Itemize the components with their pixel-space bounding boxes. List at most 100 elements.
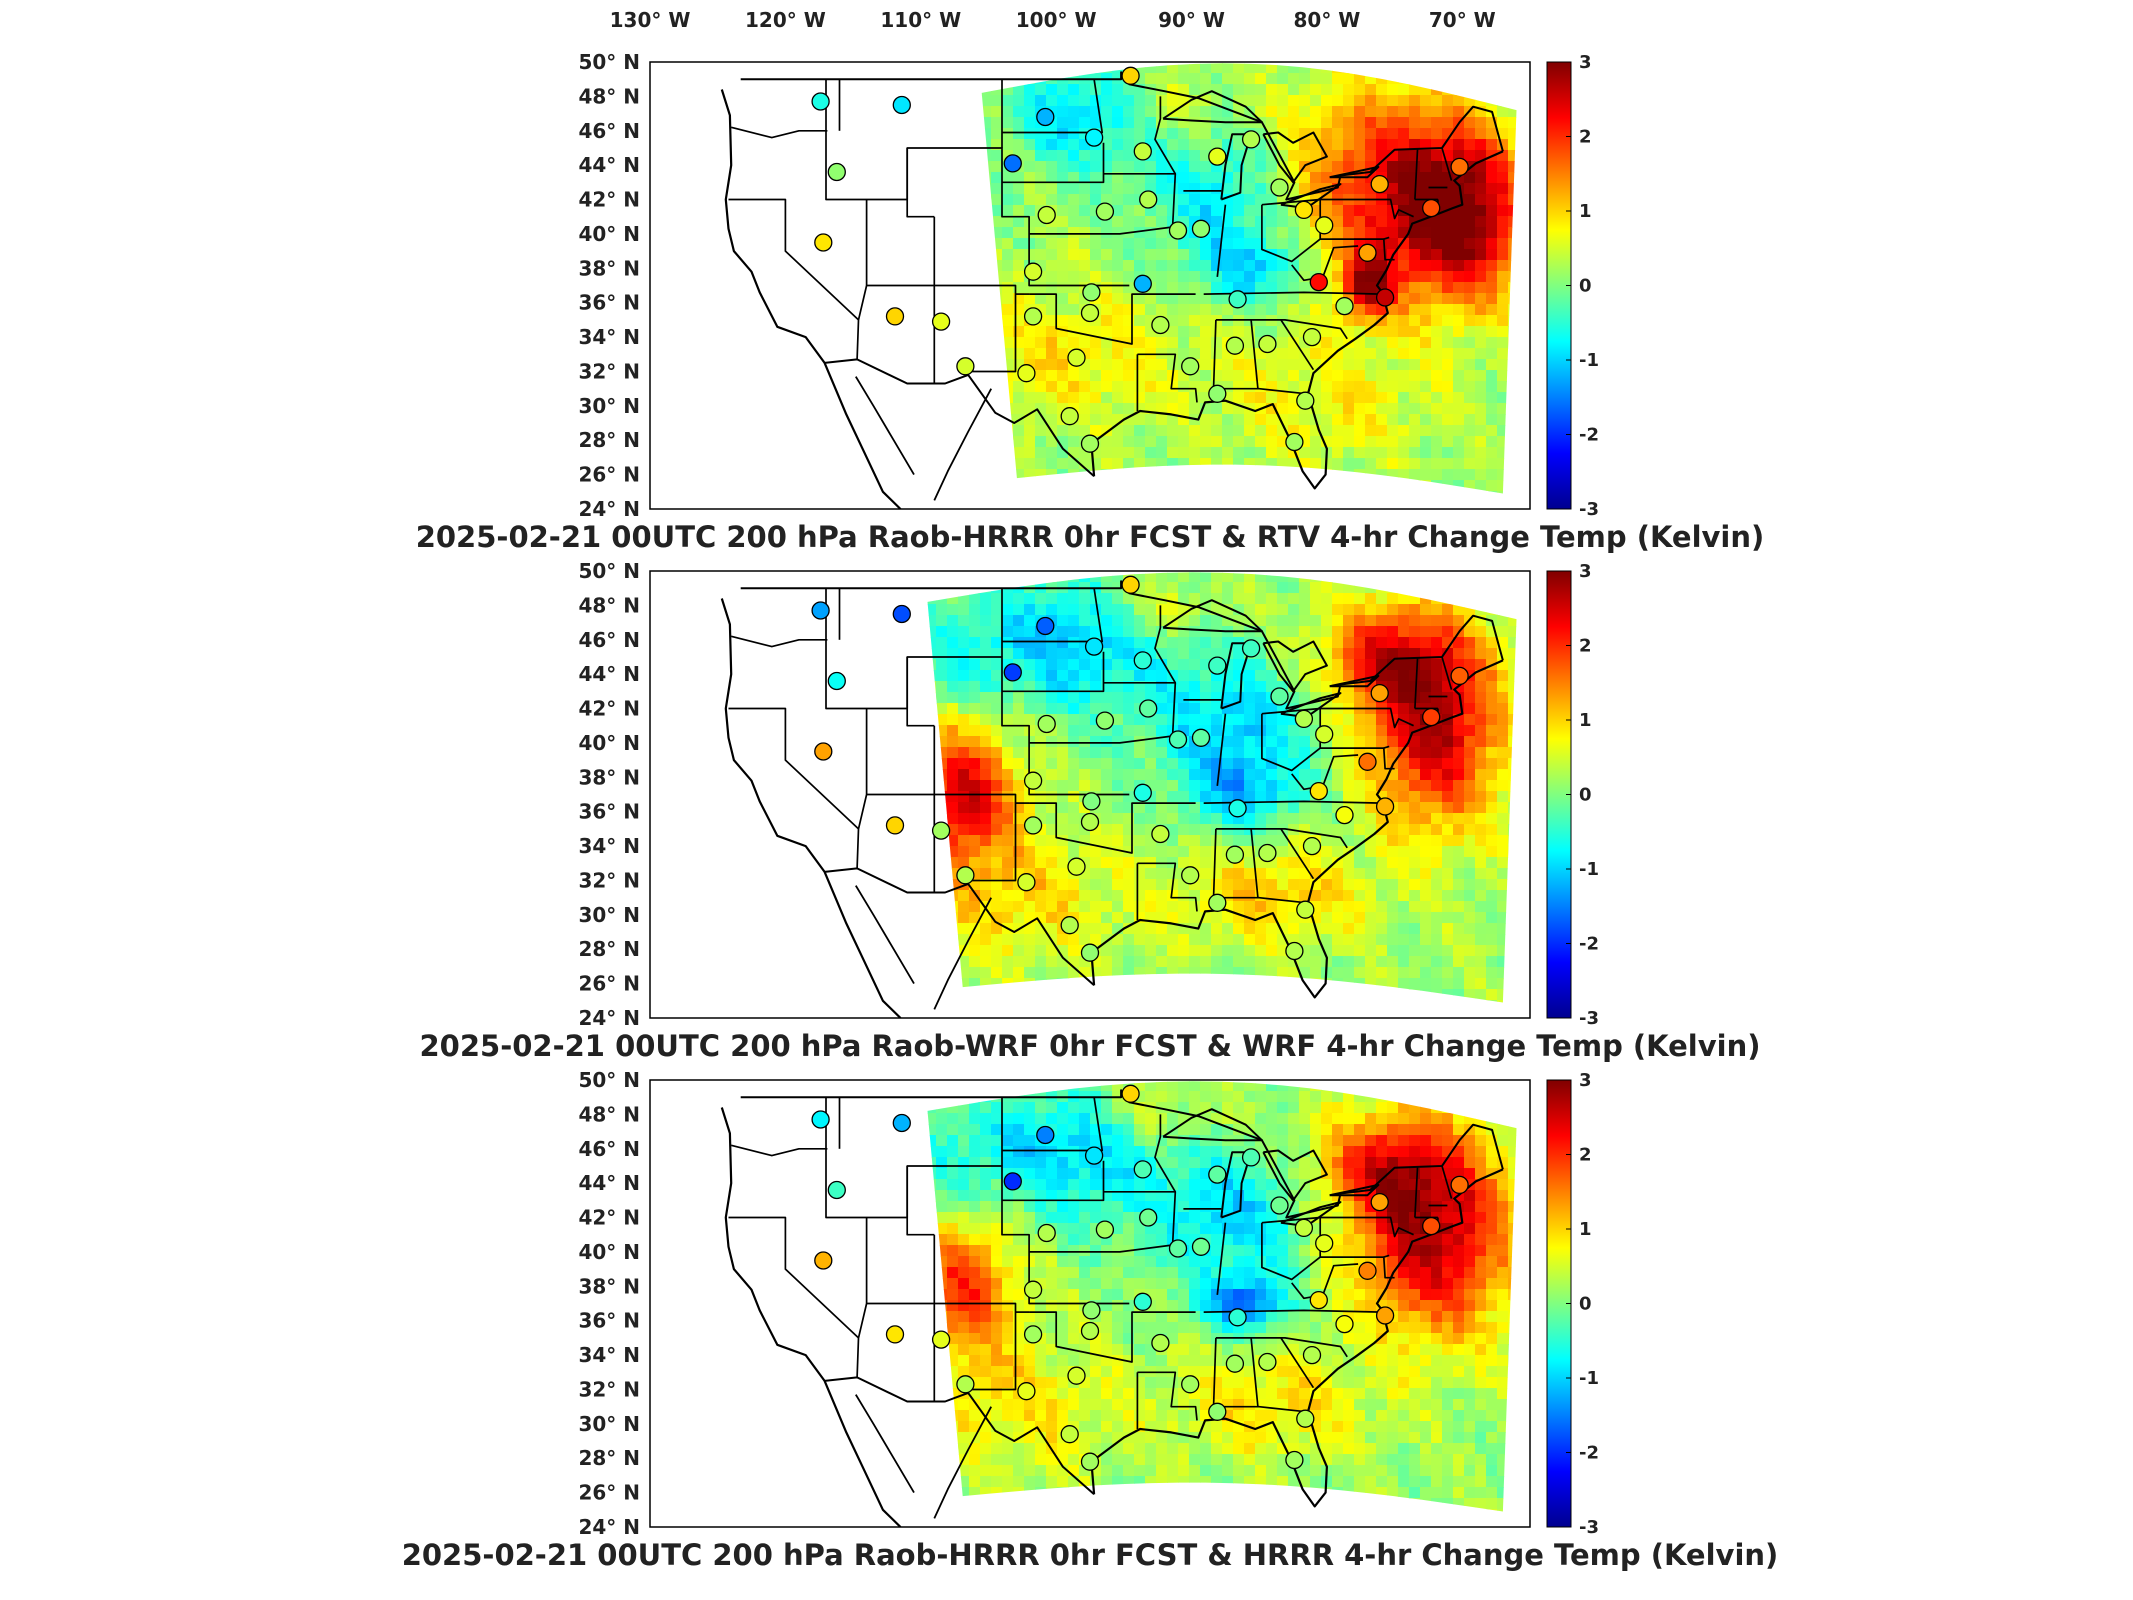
colorbar-tick-label: -2 bbox=[1579, 425, 1599, 446]
raob-station-marker bbox=[1285, 432, 1304, 452]
state-border bbox=[1002, 1160, 1105, 1202]
raob-station-marker bbox=[811, 1110, 830, 1129]
raob-station-marker bbox=[1191, 1237, 1211, 1256]
state-border bbox=[1320, 198, 1414, 220]
lat-tick-label: 30° N bbox=[578, 903, 640, 927]
lat-tick-label: 44° N bbox=[578, 1171, 640, 1195]
raob-station-marker bbox=[1315, 1234, 1334, 1253]
raob-station-marker bbox=[1422, 1216, 1441, 1236]
raob-station-marker bbox=[1258, 1352, 1277, 1372]
map-panels: 50° N 48° N 46° N 44° N 42° N 40° N 38° N 36° N… bbox=[402, 50, 1779, 1572]
lake-outline bbox=[1329, 1183, 1380, 1197]
state-border bbox=[1154, 605, 1177, 684]
state-border bbox=[1414, 1165, 1419, 1218]
raob-station-marker bbox=[1003, 154, 1022, 173]
raob-station-marker bbox=[1302, 1345, 1322, 1365]
raob-station-marker bbox=[1270, 687, 1289, 706]
lat-tick-label: 36° N bbox=[578, 291, 640, 315]
raob-station-marker bbox=[1017, 873, 1036, 892]
state-border bbox=[856, 199, 868, 360]
lat-tick-label: 48° N bbox=[578, 593, 640, 617]
state-border bbox=[1441, 147, 1453, 181]
raob-station-marker bbox=[931, 821, 951, 840]
lat-tick-label: 42° N bbox=[578, 697, 640, 721]
lat-tick-label: 50° N bbox=[578, 559, 640, 583]
coastline-and-state-borders bbox=[720, 580, 1504, 1018]
lat-tick-label: 42° N bbox=[578, 188, 640, 212]
raob-station-marker bbox=[1080, 943, 1100, 962]
raob-station-marker bbox=[1080, 812, 1100, 832]
lake-outline bbox=[1262, 1149, 1328, 1202]
state-border bbox=[1224, 1405, 1307, 1413]
raob-station-marker bbox=[1225, 336, 1245, 355]
raob-station-marker bbox=[1208, 1165, 1227, 1184]
raob-station-marker bbox=[1191, 728, 1211, 747]
state-border bbox=[1137, 862, 1198, 912]
raob-station-marker bbox=[1037, 205, 1056, 225]
raob-station-marker bbox=[1060, 407, 1079, 426]
raob-station-marker bbox=[1080, 1452, 1100, 1471]
lat-tick-label: 38° N bbox=[578, 765, 640, 789]
state-border bbox=[728, 1216, 860, 1339]
colorbar-tick-label: 3 bbox=[1579, 1070, 1592, 1091]
state-border bbox=[1029, 1311, 1196, 1363]
raob-station-marker bbox=[1450, 157, 1469, 177]
raob-station-marker bbox=[1258, 334, 1277, 354]
colorbar-tick-label: -3 bbox=[1579, 1517, 1599, 1538]
raob-station-marker bbox=[1208, 893, 1227, 912]
raob-station-marker bbox=[1084, 1146, 1104, 1165]
state-border bbox=[730, 635, 828, 648]
coastline bbox=[1090, 659, 1504, 999]
lat-tick-label: 44° N bbox=[578, 153, 640, 177]
raob-station-marker bbox=[1335, 296, 1354, 316]
raob-station-marker bbox=[1270, 178, 1289, 197]
lat-tick-label: 50° N bbox=[578, 1068, 640, 1092]
lat-tick-label: 40° N bbox=[578, 731, 640, 755]
state-border bbox=[1216, 1222, 1227, 1295]
panel-title: 2025-02-21 00UTC 200 hPa Raob-HRRR 0hr F… bbox=[416, 520, 1765, 554]
lat-tick-label: 34° N bbox=[578, 1343, 640, 1367]
coastline bbox=[855, 1394, 915, 1494]
raob-station-marker bbox=[1450, 666, 1469, 686]
state-border bbox=[1320, 707, 1414, 729]
raob-station-marker bbox=[1225, 845, 1245, 864]
raob-station-marker bbox=[1121, 66, 1140, 85]
raob-station-marker bbox=[1241, 130, 1261, 149]
state-border bbox=[1414, 656, 1419, 709]
state-border bbox=[1154, 1114, 1177, 1193]
colorbar-tick-label: 1 bbox=[1579, 1219, 1592, 1240]
state-border bbox=[1261, 713, 1321, 772]
lat-tick-label: 26° N bbox=[578, 1481, 640, 1505]
raob-station-marker bbox=[1296, 1409, 1315, 1428]
colorbar-tick-label: 0 bbox=[1579, 1294, 1592, 1315]
state-border bbox=[866, 793, 1017, 882]
coastline bbox=[720, 89, 902, 509]
raob-station-marker bbox=[1241, 1148, 1261, 1167]
lake-outline bbox=[1162, 1108, 1263, 1142]
lat-tick-label: 38° N bbox=[578, 256, 640, 280]
state-border bbox=[1250, 319, 1259, 389]
raob-station-marker bbox=[1422, 198, 1441, 218]
raob-station-marker bbox=[827, 671, 846, 691]
raob-station-marker bbox=[1422, 707, 1441, 727]
raob-station-marker bbox=[956, 357, 975, 376]
raob-station-marker bbox=[1095, 711, 1115, 730]
state-border bbox=[1280, 319, 1315, 371]
raob-station-marker bbox=[1335, 805, 1354, 825]
raob-station-marker bbox=[1082, 283, 1101, 302]
colorbar-tick-label: -1 bbox=[1579, 1368, 1599, 1389]
raob-station-marker bbox=[1296, 900, 1315, 919]
raob-station-marker bbox=[1309, 781, 1328, 801]
colorbar-tick-label: 3 bbox=[1579, 52, 1592, 73]
lon-tick-label: 120° W bbox=[745, 8, 826, 32]
raob-station-marker bbox=[1208, 147, 1227, 166]
state-border bbox=[1382, 236, 1395, 261]
lon-tick-label: 100° W bbox=[1016, 8, 1097, 32]
lat-tick-label: 36° N bbox=[578, 800, 640, 824]
raob-station-marker bbox=[1302, 836, 1322, 856]
lon-tick-label: 110° W bbox=[880, 8, 961, 32]
coastline bbox=[1090, 150, 1504, 490]
raob-station-marker bbox=[1067, 348, 1086, 367]
state-border bbox=[728, 198, 860, 321]
lake-outline bbox=[1262, 640, 1328, 693]
